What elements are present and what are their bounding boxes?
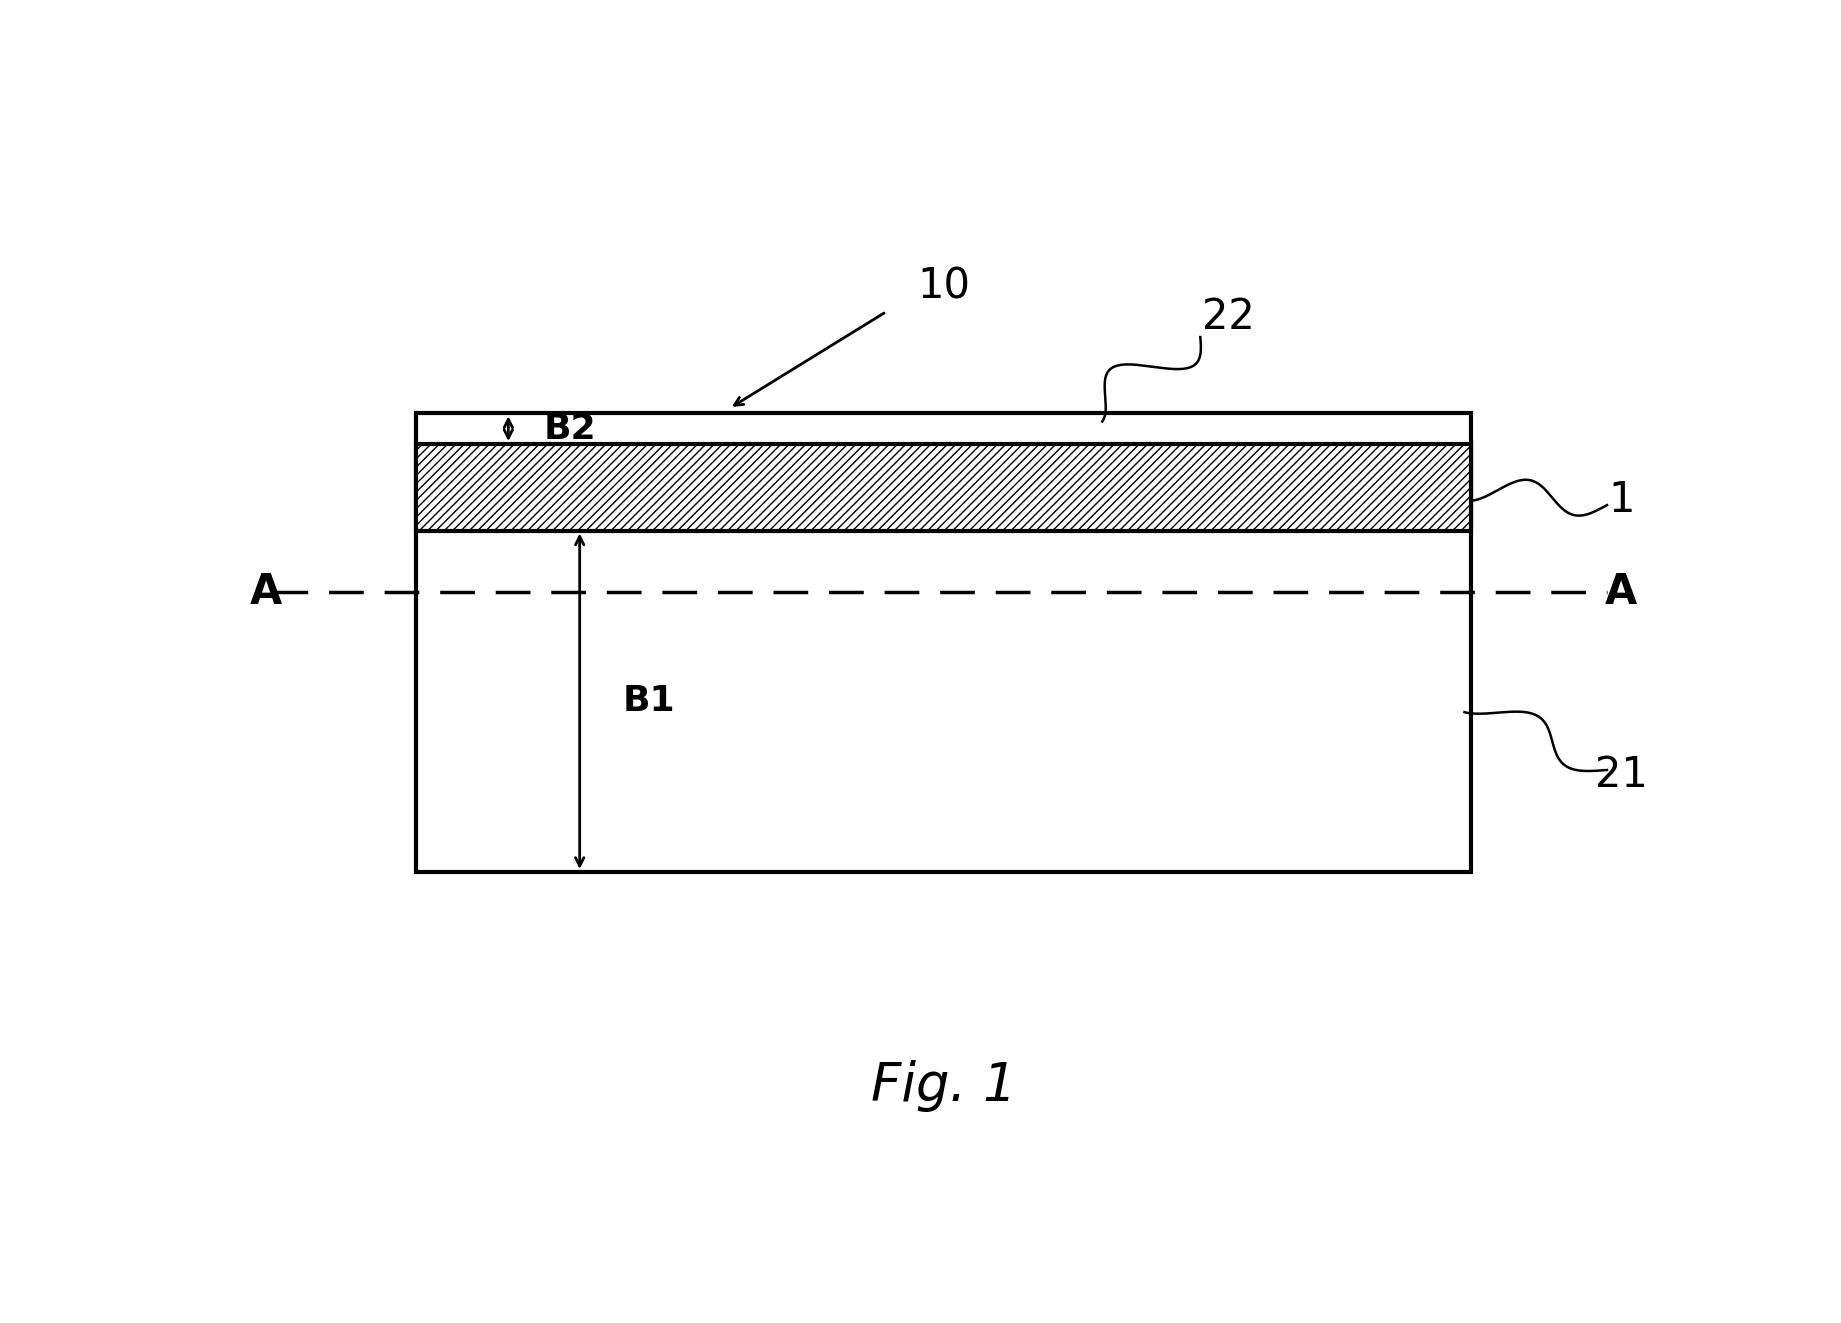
Bar — [416, 413, 1471, 872]
Text: 21: 21 — [1594, 754, 1648, 796]
Text: Fig. 1: Fig. 1 — [871, 1060, 1016, 1111]
Text: 1: 1 — [1607, 479, 1635, 521]
Text: 22: 22 — [1202, 295, 1256, 337]
Text: B2: B2 — [545, 411, 596, 446]
Text: A: A — [1605, 570, 1637, 613]
Text: 10: 10 — [917, 265, 970, 307]
Text: B1: B1 — [622, 684, 676, 718]
Bar — [416, 445, 1471, 531]
Text: A: A — [250, 570, 282, 613]
